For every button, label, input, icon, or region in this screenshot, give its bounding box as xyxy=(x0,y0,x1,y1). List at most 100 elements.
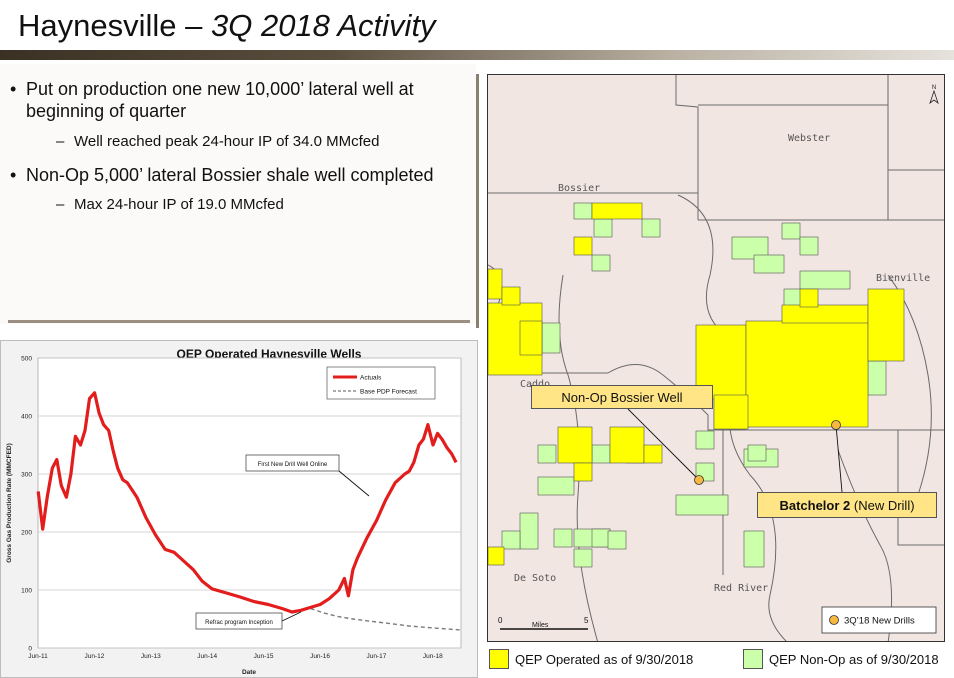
y-tick-label: 300 xyxy=(21,472,32,479)
production-chart-svg: QEP Operated Haynesville Wells 0 100 200 30… xyxy=(6,347,462,676)
legend-nonop: QEP Non-Op as of 9/30/2018 xyxy=(743,648,939,670)
operated-tract xyxy=(488,546,505,566)
y-axis-label: Gross Gas Production Rate (MMCFED) xyxy=(6,443,13,563)
title-underline-bar xyxy=(0,50,954,60)
x-tick-label: Jun-13 xyxy=(141,653,161,660)
operated-tract xyxy=(643,444,663,464)
nonop-bossier-callout-text: Non-Op Bossier Well xyxy=(561,389,683,405)
legend-operated: QEP Operated as of 9/30/2018 xyxy=(489,648,693,670)
nonop-tract xyxy=(553,528,573,548)
operated-tract xyxy=(573,236,593,256)
x-tick-label: Jun-17 xyxy=(366,653,386,660)
chart-title: QEP Operated Haynesville Wells xyxy=(177,347,362,361)
annotation-first-new-drill-leader xyxy=(338,470,370,497)
parish-label-bienville: Bienville xyxy=(876,273,930,284)
left-divider xyxy=(8,320,470,323)
legend-nonop-swatch xyxy=(743,649,763,669)
river-saline xyxy=(837,449,893,641)
x-tick-label: Jun-15 xyxy=(254,653,274,660)
batchelor-2-well-marker xyxy=(831,420,841,430)
scale-label-zero: 0 xyxy=(498,616,503,625)
bullet-1-sub: – Well reached peak 24-hour IP of 34.0 MM… xyxy=(56,132,379,151)
operated-tract xyxy=(609,426,645,464)
inset-legend-label: 3Q’18 New Drills xyxy=(844,616,915,627)
annotation-first-new-drill-box xyxy=(245,454,340,472)
legend-actuals-label: Actuals xyxy=(360,375,382,382)
legend-operated-label: QEP Operated as of 9/30/2018 xyxy=(515,651,694,667)
dash-icon: – xyxy=(56,133,65,150)
slide-title-main: Haynesville – xyxy=(18,8,211,43)
nonop-bossier-well-marker xyxy=(694,475,704,485)
parish-label-caddo: Caddo xyxy=(520,379,550,390)
north-arrow-icon xyxy=(929,89,939,105)
y-tick-label: 0 xyxy=(28,646,32,653)
annotation-refrac-leader xyxy=(281,611,302,622)
nonop-tract xyxy=(695,430,715,450)
boundary-redriver-east xyxy=(897,430,944,546)
nonop-tract xyxy=(573,548,593,568)
chart-legend xyxy=(326,366,436,400)
scale-label-miles: Miles xyxy=(532,622,549,629)
nonop-tract xyxy=(641,218,661,238)
nonop-tract xyxy=(519,512,539,550)
operated-tract xyxy=(781,304,869,324)
north-label: N xyxy=(932,85,936,91)
x-tick-label: Jun-11 xyxy=(28,653,48,660)
batchelor-2-callout-rest: (New Drill) xyxy=(850,497,915,513)
nonop-tract xyxy=(675,494,729,516)
inset-legend-box xyxy=(821,606,937,634)
nonop-tract xyxy=(799,236,819,256)
new-drill-marker-icon xyxy=(829,615,839,625)
boundary-caddo-south xyxy=(607,364,944,431)
nonop-tract xyxy=(799,270,851,290)
bullet-dot-icon: • xyxy=(10,79,17,99)
batchelor-callout-leader xyxy=(835,424,843,493)
bullet-2: • Non-Op 5,000’ lateral Bossier shale we… xyxy=(10,164,480,186)
operated-tract xyxy=(488,268,503,300)
nonop-callout-leader xyxy=(627,408,699,480)
x-tick-label: Jun-12 xyxy=(84,653,104,660)
bullet-2-sub: – Max 24-hour IP of 19.0 MMcfed xyxy=(56,195,284,214)
nonop-tract xyxy=(573,202,593,220)
plot-area xyxy=(37,357,462,649)
bullet-panel: • Put on production one new 10,000’ late… xyxy=(0,64,476,324)
nonop-tract xyxy=(501,530,521,550)
parish-label-bossier: Bossier xyxy=(558,183,600,194)
operated-tract xyxy=(867,288,905,362)
operated-tract xyxy=(799,288,819,308)
x-tick-label: Jun-14 xyxy=(197,653,217,660)
nonop-tract xyxy=(537,444,557,464)
batchelor-2-callout-bold: Batchelor 2 xyxy=(779,497,851,513)
parish-label-red-river: Red River xyxy=(714,583,768,594)
x-tick-label: Jun-16 xyxy=(310,653,330,660)
bullet-dot-icon: • xyxy=(10,165,17,185)
boundary-bossier-webster xyxy=(675,75,699,220)
nonop-bossier-callout: Non-Op Bossier Well xyxy=(531,385,713,409)
parish-label-desoto: De Soto xyxy=(514,573,556,584)
batchelor-2-callout: Batchelor 2 (New Drill) xyxy=(757,492,937,518)
vertical-divider xyxy=(476,74,479,328)
nonop-tract xyxy=(607,530,627,550)
y-tick-labels: 0 100 200 300 400 500 xyxy=(21,356,32,653)
operated-tract xyxy=(573,462,593,482)
nonop-tract xyxy=(743,530,765,568)
gridlines xyxy=(38,357,461,649)
operated-tract xyxy=(519,320,543,356)
nonop-tract xyxy=(867,360,887,396)
slide-title-italic: 3Q 2018 Activity xyxy=(210,8,436,43)
nonop-tract xyxy=(731,236,769,260)
map-svg: Webster Bossier Bienville Caddo De Soto … xyxy=(488,75,944,641)
x-axis-label: Date xyxy=(242,669,256,676)
slide-title: Haynesville – 3Q 2018 Activity xyxy=(18,8,436,44)
operated-tract xyxy=(591,202,643,220)
scale-label-five: 5 xyxy=(584,616,589,625)
boundary-webster-north xyxy=(698,104,944,171)
series-base-pdp-forecast xyxy=(310,607,462,631)
nonop-tract xyxy=(781,222,801,240)
boundary-bienville-east xyxy=(887,274,932,496)
x-tick-labels: Jun-11 Jun-12 Jun-13 Jun-14 Jun-15 Jun-16 Jun-… xyxy=(28,653,443,660)
production-chart: QEP Operated Haynesville Wells 0 100 200 30… xyxy=(0,340,478,678)
bullet-1: • Put on production one new 10,000’ late… xyxy=(10,78,466,122)
annotation-first-new-drill: First New Drill Well Online xyxy=(258,462,328,468)
nonop-tract xyxy=(591,444,611,464)
